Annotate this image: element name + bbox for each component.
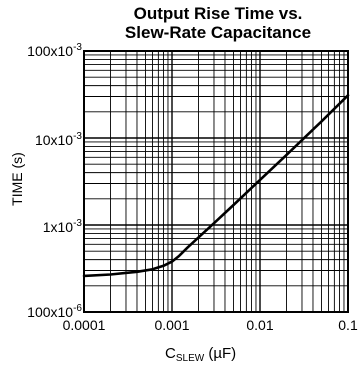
x-tick-label: 0.1: [338, 317, 358, 333]
y-tick-label: 100x10-3: [27, 42, 82, 59]
x-axis-label-unit: (µF): [204, 345, 237, 362]
chart-title-line-1: Output Rise Time vs.: [133, 4, 303, 23]
x-tick-label: 0.01: [246, 317, 273, 333]
y-tick-label: 100x10-6: [27, 303, 82, 320]
x-tick-label: 0.001: [154, 317, 189, 333]
x-axis-label: CSLEW (µF): [165, 345, 236, 364]
y-tick-label: 10x10-3: [35, 131, 82, 148]
x-axis-label-sub: SLEW: [175, 353, 205, 364]
x-axis-label-main: C: [165, 345, 176, 362]
x-tick-label: 0.0001: [63, 317, 106, 333]
plot-frame: [83, 50, 349, 313]
tick-labels: 0.0001 0.001 0.01 0.1 100x10-6 1x10-3 10x10-3 1…: [27, 42, 358, 333]
y-tick-label: 1x10-3: [43, 218, 83, 235]
series-line: [82, 94, 350, 278]
y-axis-label: TIME (s): [9, 152, 25, 206]
grid-lines: [83, 51, 348, 313]
chart-title-line-2: Slew-Rate Capacitance: [124, 23, 312, 42]
